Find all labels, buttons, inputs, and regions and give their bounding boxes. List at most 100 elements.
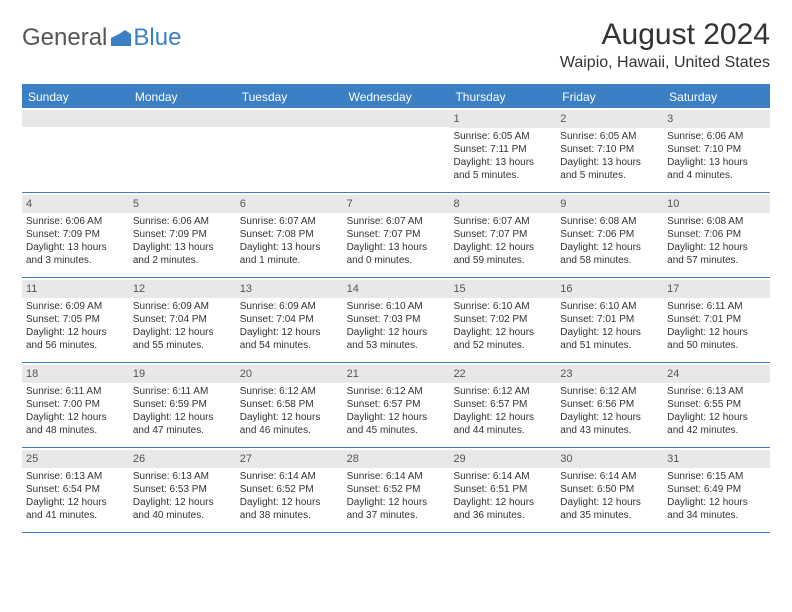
sunset-text: Sunset: 7:06 PM: [560, 228, 659, 241]
day-cell: 10Sunrise: 6:08 AMSunset: 7:06 PMDayligh…: [663, 193, 770, 277]
daylight-text: Daylight: 12 hours and 48 minutes.: [26, 411, 125, 437]
sunrise-text: Sunrise: 6:11 AM: [667, 300, 766, 313]
day-cell: 24Sunrise: 6:13 AMSunset: 6:55 PMDayligh…: [663, 363, 770, 447]
sunset-text: Sunset: 7:06 PM: [667, 228, 766, 241]
daylight-text: Daylight: 12 hours and 42 minutes.: [667, 411, 766, 437]
day-number: 28: [343, 450, 450, 468]
day-number: 1: [449, 110, 556, 128]
daylight-text: Daylight: 12 hours and 57 minutes.: [667, 241, 766, 267]
sunset-text: Sunset: 7:09 PM: [26, 228, 125, 241]
header: General Blue August 2024 Waipio, Hawaii,…: [22, 18, 770, 72]
daylight-text: Daylight: 13 hours and 5 minutes.: [453, 156, 552, 182]
day-number: [129, 110, 236, 127]
day-number: [22, 110, 129, 127]
sunrise-text: Sunrise: 6:06 AM: [667, 130, 766, 143]
day-cell: 18Sunrise: 6:11 AMSunset: 7:00 PMDayligh…: [22, 363, 129, 447]
weekday-header: Monday: [129, 86, 236, 108]
sunrise-text: Sunrise: 6:14 AM: [560, 470, 659, 483]
sunset-text: Sunset: 6:56 PM: [560, 398, 659, 411]
logo-flag-icon: [111, 30, 131, 46]
sunset-text: Sunset: 6:59 PM: [133, 398, 232, 411]
sunset-text: Sunset: 7:04 PM: [133, 313, 232, 326]
day-cell: 31Sunrise: 6:15 AMSunset: 6:49 PMDayligh…: [663, 448, 770, 532]
day-number: 26: [129, 450, 236, 468]
daylight-text: Daylight: 12 hours and 50 minutes.: [667, 326, 766, 352]
sunrise-text: Sunrise: 6:07 AM: [240, 215, 339, 228]
sunset-text: Sunset: 7:03 PM: [347, 313, 446, 326]
day-number: 15: [449, 280, 556, 298]
daylight-text: Daylight: 12 hours and 51 minutes.: [560, 326, 659, 352]
day-cell: 16Sunrise: 6:10 AMSunset: 7:01 PMDayligh…: [556, 278, 663, 362]
day-cell: 23Sunrise: 6:12 AMSunset: 6:56 PMDayligh…: [556, 363, 663, 447]
day-number: 17: [663, 280, 770, 298]
daylight-text: Daylight: 12 hours and 47 minutes.: [133, 411, 232, 437]
day-number: 6: [236, 195, 343, 213]
day-number: 10: [663, 195, 770, 213]
sunrise-text: Sunrise: 6:15 AM: [667, 470, 766, 483]
sunset-text: Sunset: 7:02 PM: [453, 313, 552, 326]
day-cell: 8Sunrise: 6:07 AMSunset: 7:07 PMDaylight…: [449, 193, 556, 277]
day-cell: [236, 108, 343, 192]
daylight-text: Daylight: 13 hours and 1 minute.: [240, 241, 339, 267]
day-number: 25: [22, 450, 129, 468]
day-cell: 19 Sunrise: 6:11 AMSunset: 6:59 PMDayligh…: [129, 363, 236, 447]
day-number: 31: [663, 450, 770, 468]
sunrise-text: Sunrise: 6:11 AM: [26, 385, 125, 398]
day-cell: 1Sunrise: 6:05 AMSunset: 7:11 PMDaylight…: [449, 108, 556, 192]
sunset-text: Sunset: 7:04 PM: [240, 313, 339, 326]
day-cell: 22Sunrise: 6:12 AMSunset: 6:57 PMDayligh…: [449, 363, 556, 447]
daylight-text: Daylight: 12 hours and 59 minutes.: [453, 241, 552, 267]
daylight-text: Daylight: 13 hours and 2 minutes.: [133, 241, 232, 267]
sunrise-text: Sunrise: 6:13 AM: [667, 385, 766, 398]
title-block: August 2024 Waipio, Hawaii, United State…: [560, 18, 770, 72]
day-cell: 4Sunrise: 6:06 AMSunset: 7:09 PMDaylight…: [22, 193, 129, 277]
sunset-text: Sunset: 6:50 PM: [560, 483, 659, 496]
day-cell: 29Sunrise: 6:14 AMSunset: 6:51 PMDayligh…: [449, 448, 556, 532]
daylight-text: Daylight: 12 hours and 34 minutes.: [667, 496, 766, 522]
sunset-text: Sunset: 6:52 PM: [240, 483, 339, 496]
sunrise-text: Sunrise: 6:07 AM: [453, 215, 552, 228]
day-cell: [129, 108, 236, 192]
daylight-text: Daylight: 12 hours and 52 minutes.: [453, 326, 552, 352]
daylight-text: Daylight: 12 hours and 41 minutes.: [26, 496, 125, 522]
day-cell: [22, 108, 129, 192]
daylight-text: Daylight: 12 hours and 53 minutes.: [347, 326, 446, 352]
sunset-text: Sunset: 6:55 PM: [667, 398, 766, 411]
logo-text-general: General: [22, 24, 107, 52]
day-number: 3: [663, 110, 770, 128]
day-number: [343, 110, 450, 127]
daylight-text: Daylight: 12 hours and 36 minutes.: [453, 496, 552, 522]
daylight-text: Daylight: 12 hours and 54 minutes.: [240, 326, 339, 352]
sunset-text: Sunset: 7:10 PM: [667, 143, 766, 156]
week-row: 4Sunrise: 6:06 AMSunset: 7:09 PMDaylight…: [22, 193, 770, 278]
sunrise-text: Sunrise: 6:11 AM: [133, 385, 232, 398]
weekday-header: Thursday: [449, 86, 556, 108]
sunrise-text: Sunrise: 6:12 AM: [560, 385, 659, 398]
day-number: 16: [556, 280, 663, 298]
daylight-text: Daylight: 12 hours and 40 minutes.: [133, 496, 232, 522]
day-number: 13: [236, 280, 343, 298]
week-row: 11Sunrise: 6:09 AMSunset: 7:05 PMDayligh…: [22, 278, 770, 363]
sunset-text: Sunset: 7:01 PM: [667, 313, 766, 326]
weekday-header: Wednesday: [343, 86, 450, 108]
day-cell: 15 Sunrise: 6:10 AMSunset: 7:02 PMDayligh…: [449, 278, 556, 362]
day-number: 11: [22, 280, 129, 298]
sunrise-text: Sunrise: 6:10 AM: [453, 300, 552, 313]
sunrise-text: Sunrise: 6:05 AM: [453, 130, 552, 143]
day-number: 18: [22, 365, 129, 383]
day-cell: 6Sunrise: 6:07 AMSunset: 7:08 PMDaylight…: [236, 193, 343, 277]
day-cell: 13 Sunrise: 6:09 AMSunset: 7:04 PMDayligh…: [236, 278, 343, 362]
weekday-header: Friday: [556, 86, 663, 108]
sunset-text: Sunset: 6:54 PM: [26, 483, 125, 496]
day-number: 19: [129, 365, 236, 383]
day-cell: 20Sunrise: 6:12 AMSunset: 6:58 PMDayligh…: [236, 363, 343, 447]
day-number: 30: [556, 450, 663, 468]
day-cell: 25Sunrise: 6:13 AMSunset: 6:54 PMDayligh…: [22, 448, 129, 532]
sunrise-text: Sunrise: 6:09 AM: [240, 300, 339, 313]
day-number: 7: [343, 195, 450, 213]
day-number: 22: [449, 365, 556, 383]
daylight-text: Daylight: 12 hours and 35 minutes.: [560, 496, 659, 522]
day-cell: 5Sunrise: 6:06 AMSunset: 7:09 PMDaylight…: [129, 193, 236, 277]
daylight-text: Daylight: 12 hours and 38 minutes.: [240, 496, 339, 522]
sunset-text: Sunset: 7:09 PM: [133, 228, 232, 241]
